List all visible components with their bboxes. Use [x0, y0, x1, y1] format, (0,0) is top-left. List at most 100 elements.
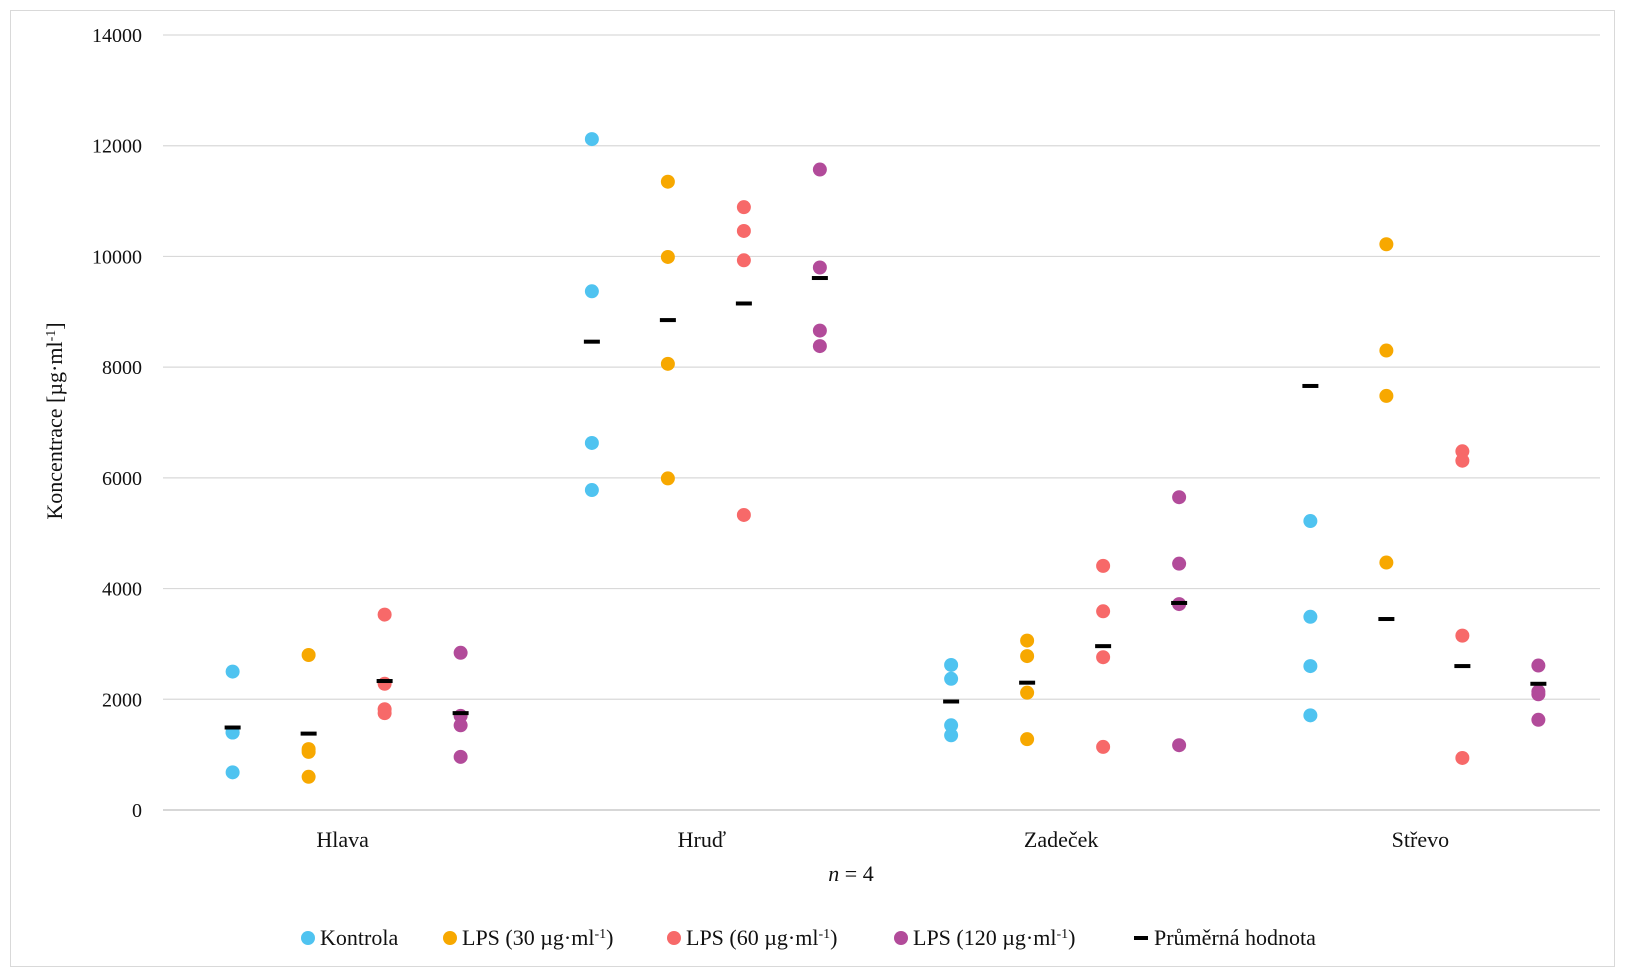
x-category-label: Střevo — [1392, 827, 1449, 852]
mean-marker — [1171, 600, 1188, 605]
legend-label: LPS (30 µg·ml-1) — [462, 925, 613, 950]
data-point — [377, 676, 392, 691]
data-point — [1172, 490, 1187, 505]
mean-marker — [659, 318, 676, 323]
legend-label: Průměrná hodnota — [1154, 925, 1316, 950]
data-point — [736, 223, 751, 238]
data-point — [812, 162, 827, 177]
data-point — [812, 339, 827, 354]
data-point — [1020, 685, 1035, 700]
y-tick-label: 8000 — [102, 357, 142, 379]
data-point — [225, 765, 240, 780]
data-point — [1096, 558, 1111, 573]
y-tick-label: 0 — [132, 800, 142, 822]
y-tick-label: 4000 — [102, 579, 142, 601]
x-category-label: Zadeček — [1024, 827, 1099, 852]
grid-lines — [163, 34, 1600, 811]
data-point — [660, 249, 675, 264]
data-point — [736, 507, 751, 522]
y-axis-label: Koncentrace [µg·ml-1] — [42, 322, 67, 519]
data-point — [1303, 708, 1318, 723]
x-category-label: Hruď — [678, 827, 726, 852]
data-point — [736, 253, 751, 268]
y-tick-label: 2000 — [102, 689, 142, 711]
data-point — [584, 284, 599, 299]
data-point — [1303, 609, 1318, 624]
data-point — [301, 648, 316, 662]
data-point — [584, 132, 599, 147]
data-point — [660, 174, 675, 189]
legend: Kontrola LPS (30 µg·ml-1) LPS (60 µg·ml-1)… — [301, 925, 1316, 950]
mean-marker — [1454, 664, 1471, 669]
data-point — [944, 671, 959, 686]
data-point — [1531, 687, 1546, 702]
data-point — [377, 706, 392, 721]
legend-marker — [894, 931, 908, 945]
legend-label: Kontrola — [320, 925, 398, 950]
legend-marker — [1134, 936, 1148, 940]
mean-marker — [224, 725, 241, 730]
data-point — [812, 323, 827, 338]
mean-marker — [452, 711, 469, 716]
data-point — [1172, 556, 1187, 571]
y-tick-labels: 0 2000 4000 6000 8000 10000 12000 14000 — [92, 25, 142, 822]
mean-marker — [300, 731, 317, 736]
mean-marker — [1378, 617, 1395, 622]
data-point — [453, 645, 468, 660]
mean-marker — [1530, 681, 1547, 686]
chart-frame — [10, 10, 1615, 967]
legend-label: LPS (60 µg·ml-1) — [686, 925, 837, 950]
data-point — [1172, 738, 1187, 753]
data-point — [1020, 633, 1035, 648]
data-point — [736, 200, 751, 215]
mean-marker — [811, 276, 828, 281]
data-point — [1531, 712, 1546, 727]
data-point — [225, 664, 240, 679]
legend-marker — [667, 931, 681, 945]
legend-label: LPS (120 µg·ml-1) — [913, 925, 1075, 950]
data-point — [1455, 453, 1470, 468]
data-point — [1379, 343, 1394, 358]
data-point — [944, 657, 959, 672]
y-tick-label: 10000 — [92, 246, 142, 268]
data-point — [812, 260, 827, 275]
mean-markers — [224, 276, 1547, 736]
data-point — [301, 769, 316, 784]
data-point — [660, 356, 675, 371]
data-point — [377, 607, 392, 622]
data-point — [584, 435, 599, 450]
mean-marker — [1019, 680, 1036, 685]
data-point — [1020, 649, 1035, 664]
data-point — [453, 749, 468, 764]
mean-marker — [1095, 644, 1112, 649]
data-point — [1379, 237, 1394, 252]
data-point — [1303, 514, 1318, 529]
data-point — [944, 728, 959, 743]
data-point — [1531, 658, 1546, 673]
data-point — [1096, 739, 1111, 754]
mean-marker — [1302, 383, 1319, 388]
data-point — [1379, 555, 1394, 570]
legend-marker — [301, 931, 315, 945]
x-category-labels: Hlava Hruď Zadeček Střevo — [316, 827, 1449, 852]
x-axis-label: n = 4 — [828, 861, 873, 886]
data-point — [1096, 604, 1111, 619]
data-point — [453, 718, 468, 733]
mean-marker — [583, 339, 600, 344]
y-tick-label: 6000 — [102, 468, 142, 490]
data-point — [1455, 628, 1470, 643]
mean-marker — [943, 699, 960, 704]
data-point — [584, 483, 599, 498]
data-point — [1303, 659, 1318, 674]
y-tick-label: 12000 — [92, 136, 142, 158]
data-point — [1096, 650, 1111, 665]
data-point — [301, 744, 316, 759]
x-category-label: Hlava — [316, 827, 369, 852]
data-point — [1455, 750, 1470, 765]
y-tick-label: 14000 — [92, 25, 142, 47]
mean-marker — [376, 679, 393, 684]
data-point — [660, 471, 675, 486]
data-point — [1020, 732, 1035, 747]
data-points — [225, 132, 1546, 784]
mean-marker — [735, 301, 752, 306]
